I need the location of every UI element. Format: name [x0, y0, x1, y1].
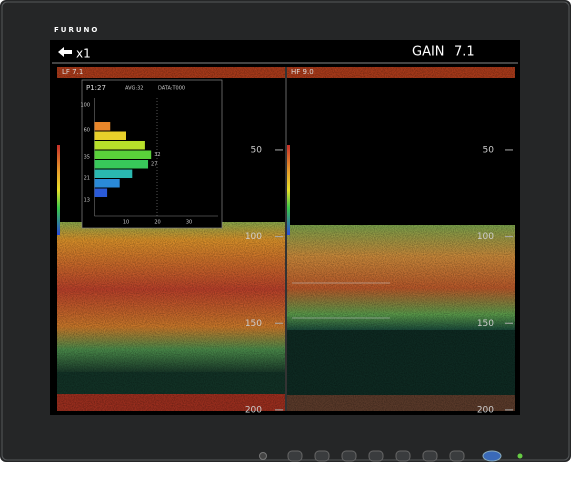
gain-label: GAIN: [412, 45, 445, 60]
front-button[interactable]: [287, 450, 303, 462]
power-button[interactable]: [259, 452, 267, 460]
depth-label: 100: [477, 232, 494, 242]
histogram-header: P1:27: [86, 84, 106, 92]
histogram-x-label: 20: [154, 220, 160, 226]
histogram-y-label: 21: [84, 176, 90, 182]
menu-button[interactable]: [482, 450, 502, 462]
histogram-bar: [94, 122, 111, 131]
histogram-x-label: 30: [186, 220, 192, 226]
depth-label: 50: [251, 145, 263, 155]
gain-value: 7.1: [454, 45, 475, 60]
histogram-bar: [94, 150, 152, 159]
front-button[interactable]: [422, 450, 438, 462]
front-button[interactable]: [395, 450, 411, 462]
histogram-x-label: 10: [123, 220, 129, 226]
depth-label: 200: [477, 405, 494, 415]
histogram-bar: [94, 169, 133, 178]
panel-label: HF 9.0: [291, 68, 314, 76]
depth-label: 100: [245, 232, 262, 242]
right-echogram: [287, 67, 515, 411]
histogram-y-label: 13: [84, 198, 90, 204]
histogram-y-label: 60: [84, 128, 90, 134]
histogram-annotation: 32: [154, 152, 160, 158]
histogram-header: AVG:32: [125, 86, 143, 92]
depth-label: 150: [245, 319, 262, 329]
front-button[interactable]: [314, 450, 330, 462]
depth-label: 50: [483, 145, 495, 155]
zoom: x1: [76, 47, 91, 61]
status-led: [517, 453, 523, 459]
back-arrow[interactable]: [58, 47, 72, 57]
bezel-edge: [1, 1, 570, 461]
histogram-bar: [94, 141, 145, 150]
histogram-y-label: 35: [84, 155, 90, 161]
depth-label: 200: [245, 405, 262, 415]
histogram-y-label: 100: [80, 103, 90, 109]
histogram-bar: [94, 179, 120, 188]
histogram-annotation: 27: [151, 162, 157, 168]
histogram-bar: [94, 160, 149, 169]
front-button[interactable]: [449, 450, 465, 462]
histogram-bar: [94, 188, 108, 197]
depth-label: 150: [477, 319, 494, 329]
brand: FURUNO: [54, 26, 99, 34]
front-button[interactable]: [341, 450, 357, 462]
histogram-bar: [94, 131, 126, 140]
histogram-header: DATA:T000: [158, 86, 185, 92]
panel-label: LF 7.1: [62, 68, 83, 76]
front-button[interactable]: [368, 450, 384, 462]
